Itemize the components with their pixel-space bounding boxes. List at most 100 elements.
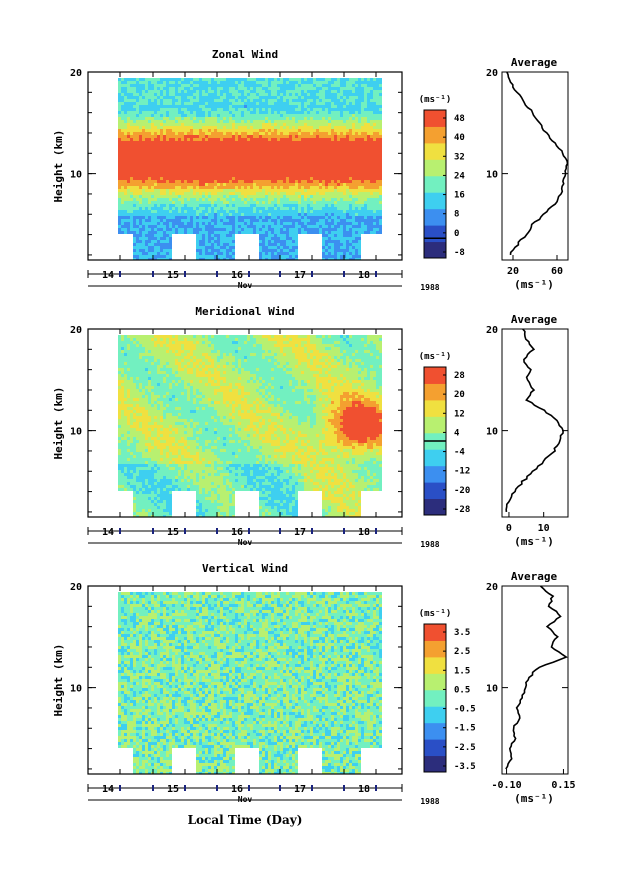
profile-title: Average [511, 570, 558, 583]
colorbar-swatch [424, 110, 446, 127]
day-tick-label: 17 [294, 784, 306, 795]
colorbar-swatch [424, 755, 446, 773]
day-tick-label: 16 [231, 527, 243, 538]
colorbar-tick-label: 24 [454, 171, 465, 181]
colorbar-swatch [424, 706, 446, 724]
colorbar-swatch [424, 142, 446, 160]
y-tick-label: 20 [70, 68, 82, 79]
colorbar-swatch [424, 208, 446, 226]
colorbar-swatch [424, 722, 446, 740]
colorbar-tick-label: -20 [454, 486, 470, 496]
profile-y-label: 10 [486, 170, 498, 181]
colorbar-unit: (ms⁻¹) [419, 352, 452, 362]
heatmap-field [118, 78, 382, 260]
colorbar-unit: (ms⁻¹) [419, 609, 452, 619]
colorbar-swatch [424, 482, 446, 500]
colorbar-swatch [424, 241, 446, 259]
colorbar-tick-label: -1.5 [454, 724, 476, 734]
panel-3: Vertical Wind 20 10 Height (km) 14 15 16 17 18 No… [52, 562, 575, 806]
colorbar-tick-label: 48 [454, 114, 465, 124]
colorbar-tick-label: 12 [454, 409, 465, 419]
y-axis-label: Height (km) [52, 130, 65, 203]
profile-unit: (ms⁻¹) [514, 792, 554, 805]
day-tick-label: 18 [358, 270, 370, 281]
day-tick-label: 16 [231, 270, 243, 281]
colorbar-tick-label: 3.5 [454, 628, 470, 638]
profile-frame [501, 71, 569, 261]
year-label: 1988 [420, 283, 439, 292]
colorbar-swatch [424, 225, 446, 243]
colorbar-swatch [424, 416, 446, 434]
y-axis-label: Height (km) [52, 387, 65, 460]
y-tick-label: 10 [70, 170, 82, 181]
profile-frame [501, 585, 569, 775]
profile-line [506, 71, 569, 255]
colorbar-tick-label: 40 [454, 133, 465, 143]
colorbar-swatch [424, 624, 446, 641]
day-tick-label: 14 [102, 527, 114, 538]
profile-unit: (ms⁻¹) [514, 535, 554, 548]
colorbar-tick-label: -8 [454, 248, 465, 258]
colorbar-swatch [424, 656, 446, 674]
colorbar-unit: (ms⁻¹) [419, 95, 452, 105]
day-tick-label: 16 [231, 784, 243, 795]
day-tick-label: 15 [167, 527, 179, 538]
colorbar-tick-label: 2.5 [454, 647, 470, 657]
colorbar-swatch [424, 383, 446, 401]
colorbar-tick-label: 4 [454, 428, 460, 438]
colorbar-swatch [424, 498, 446, 516]
day-tick-label: 18 [358, 527, 370, 538]
panel-title: Zonal Wind [212, 48, 278, 61]
profile-line [505, 328, 564, 512]
panel-title: Vertical Wind [202, 562, 288, 575]
panel-1: Zonal Wind 20 10 Height (km) 14 15 16 17 18 Nov 19… [52, 48, 569, 292]
plot-frame [87, 71, 403, 261]
month-label: Nov [238, 795, 253, 804]
colorbar-tick-label: 1.5 [454, 666, 470, 676]
colorbar-swatch [424, 465, 446, 483]
day-tick-label: 15 [167, 784, 179, 795]
profile-y-label: 20 [486, 582, 498, 593]
plot-frame [87, 328, 403, 518]
profile-title: Average [511, 313, 558, 326]
plot-frame [87, 585, 403, 775]
month-label: Nov [238, 281, 253, 290]
colorbar-tick-label: 8 [454, 210, 459, 220]
profile-frame [501, 328, 569, 518]
year-label: 1988 [420, 540, 439, 549]
day-tick-label: 18 [358, 784, 370, 795]
day-tick-label: 17 [294, 527, 306, 538]
colorbar-tick-label: 0 [454, 229, 459, 239]
profile-title: Average [511, 56, 558, 69]
colorbar-swatch [424, 689, 446, 707]
colorbar-tick-label: 28 [454, 371, 465, 381]
y-axis-label: Height (km) [52, 644, 65, 717]
y-tick-label: 20 [70, 325, 82, 336]
colorbar-tick-label: -3.5 [454, 762, 476, 772]
colorbar-swatch [424, 159, 446, 177]
day-tick-label: 14 [102, 784, 114, 795]
day-tick-label: 17 [294, 270, 306, 281]
colorbar-tick-label: -0.5 [454, 705, 476, 715]
colorbar-frame [423, 109, 447, 259]
profile-x-label: 20 [507, 266, 519, 277]
profile-x-label: 10 [538, 523, 550, 534]
colorbar-frame [423, 623, 447, 773]
y-tick-label: 20 [70, 582, 82, 593]
colorbar-swatch [424, 126, 446, 144]
colorbar-swatch [424, 640, 446, 658]
colorbar-tick-label: 20 [454, 390, 465, 400]
x-axis-title: Local Time (Day) [188, 813, 303, 827]
profile-y-label: 20 [486, 325, 498, 336]
colorbar-swatch [424, 399, 446, 417]
profile-y-label: 20 [486, 68, 498, 79]
profile-y-label: 10 [486, 427, 498, 438]
panel-title: Meridional Wind [195, 305, 294, 318]
heatmap-field [118, 335, 382, 517]
month-label: Nov [238, 538, 253, 547]
y-tick-label: 10 [70, 684, 82, 695]
profile-x-label: -0.10 [491, 780, 521, 791]
colorbar-tick-label: -2.5 [454, 743, 476, 753]
profile-unit: (ms⁻¹) [514, 278, 554, 291]
colorbar-swatch [424, 175, 446, 193]
